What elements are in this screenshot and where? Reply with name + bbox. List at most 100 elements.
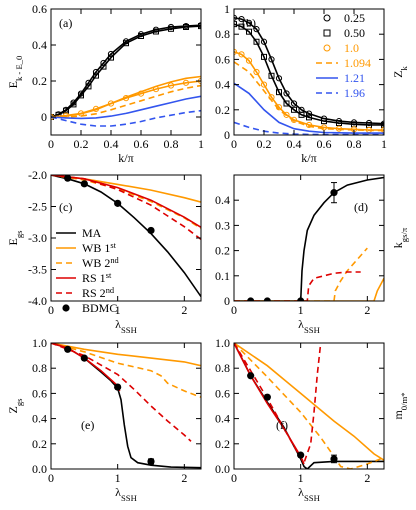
x-tick-label: 1 (298, 471, 304, 485)
line-wb-2nd (234, 343, 381, 469)
point-series-3 (182, 79, 190, 86)
point-bdmc (114, 383, 122, 391)
x-tick-label: 0.4 (287, 137, 302, 151)
line-series-4 (51, 75, 201, 118)
point-series-3 (167, 82, 175, 89)
line-ma (234, 176, 384, 301)
x-tick-label: 0 (48, 303, 54, 317)
point-0-50 (238, 23, 245, 30)
legend-label: 1.094 (344, 56, 371, 70)
y-tick-label: 0.0 (215, 462, 230, 476)
legend-marker (323, 44, 331, 52)
point-0-25 (245, 19, 253, 26)
y-axis-label: m0/m* (391, 392, 409, 419)
legend-label: BDMC (82, 301, 117, 315)
y-tick-label: 0.6 (215, 52, 230, 66)
series-group (234, 343, 384, 469)
x-tick-label: 0 (48, 137, 54, 151)
point-0-25 (253, 26, 260, 33)
x-tick-label: 0 (48, 471, 54, 485)
y-tick-label: 0.2 (32, 74, 47, 88)
line-wb-1st (234, 277, 384, 301)
point-bdmc (297, 451, 305, 459)
line-rs-1st (51, 175, 201, 228)
legend-label: 1.0 (344, 41, 359, 55)
x-tick-label: 1 (381, 137, 387, 151)
line-wb-2nd (234, 247, 368, 301)
line-series-1 (51, 24, 201, 118)
point-0-50 (246, 28, 252, 35)
point-1-0 (253, 68, 260, 76)
point-0-25 (305, 110, 313, 117)
y-tick-label: 0.6 (215, 386, 230, 400)
y-tick-label: 0.0 (32, 462, 47, 476)
legend-label: WB 1st (82, 241, 117, 256)
panel-label: (e) (81, 418, 94, 432)
point-0-25 (238, 15, 245, 23)
legend-label: 1.21 (344, 71, 365, 85)
y-tick-label: -4.0 (28, 294, 47, 308)
y-tick-label: 0.4 (215, 193, 230, 207)
line-series-7 (51, 109, 201, 127)
y-axis-label: Zk (391, 65, 409, 77)
x-tick-label: 2 (181, 303, 187, 317)
y-tick-label: 0 (224, 294, 230, 308)
x-tick-label: 1 (198, 137, 204, 151)
legend-entry-ma: MA (56, 226, 102, 240)
point-0-50 (321, 118, 327, 125)
line-wb-2nd (51, 343, 201, 398)
y-tick-label: 0.4 (32, 38, 47, 52)
point-0-25 (234, 14, 238, 21)
point-series-2 (78, 92, 84, 99)
point-0-25 (268, 56, 275, 63)
point-series-2 (198, 23, 201, 30)
line-wb-1st (51, 343, 201, 367)
panel-b: 0 0.2 0.4 0.6 0.8 1 0 0.2 0.4 0.6 0.8 1 k/π Zk (b) 0.25… (215, 2, 409, 165)
legend-label: 0.50 (344, 26, 365, 40)
legend-label: MA (82, 226, 102, 240)
point-bdmc (247, 297, 255, 301)
y-tick-label: 1.0 (215, 336, 230, 350)
point-0-50 (234, 21, 237, 28)
point-1-0 (238, 51, 245, 58)
point-bdmc (80, 354, 88, 362)
y-tick-label: 0.2 (215, 244, 230, 258)
x-tick-label: 0 (231, 303, 237, 317)
series-group (234, 176, 384, 301)
legend-marker (323, 14, 331, 22)
point-0-25 (283, 90, 290, 97)
line-rs-2nd (51, 175, 201, 240)
legend-label: RS 2nd (82, 286, 115, 301)
x-tick-label: 0.8 (164, 137, 179, 151)
plot-frame (50, 174, 202, 302)
point-bdmc (247, 372, 255, 380)
legend-entry-wb-1st: WB 1st (56, 241, 117, 256)
point-series-2 (153, 28, 159, 35)
point-bdmc (80, 180, 88, 188)
line-rs-2nd (51, 343, 192, 442)
y-tick-label: 0.8 (215, 27, 230, 41)
line-series-2 (51, 25, 201, 118)
point-0-50 (276, 89, 282, 96)
point-0-50 (298, 111, 305, 118)
line-wb-1st (234, 343, 384, 461)
panel-a: 0 0.2 0.4 0.6 0.8 100.20.40.6k/πEk - E_0(a) (6, 2, 204, 165)
x-tick-label: 0.2 (257, 137, 272, 151)
y-tick-label: 1 (224, 2, 230, 16)
legend-label: 0.25 (344, 11, 365, 25)
point-series-2 (93, 72, 99, 79)
point-bdmc (263, 297, 271, 301)
x-tick-label: 2 (181, 471, 187, 485)
legend-entry-0-50: 0.50 (323, 26, 365, 40)
y-tick-label: 0.8 (32, 361, 47, 375)
panel-d: 0 1 2 0 0.1 0.2 0.3 0.4 λSSH kgs/π (d) (215, 174, 409, 335)
legend-marker (62, 304, 70, 312)
line-0-25 (234, 17, 384, 125)
line-0-50 (234, 23, 384, 126)
legend-entry-1-094: 1.094 (316, 56, 371, 70)
point-series-2 (123, 40, 129, 47)
point-0-25 (260, 38, 268, 45)
point-0-50 (253, 38, 260, 45)
point-series-2 (138, 33, 144, 39)
